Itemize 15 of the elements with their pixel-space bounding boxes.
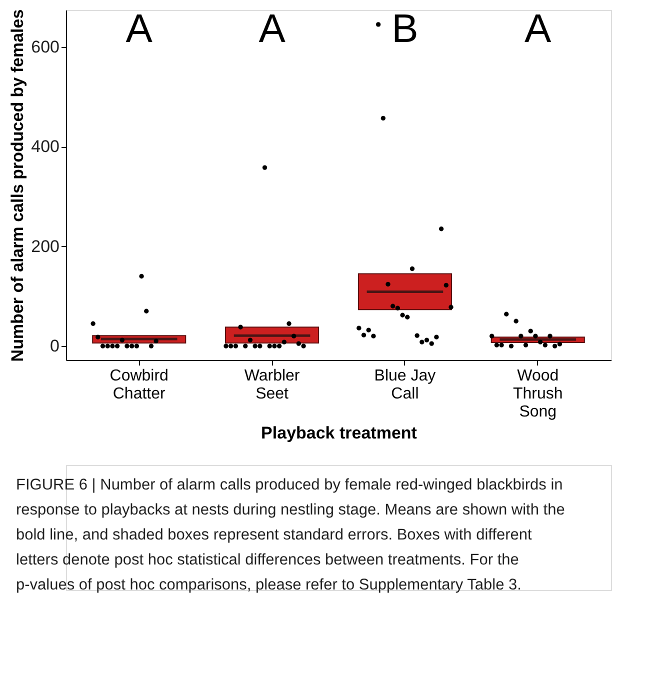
annotation: A [126,7,153,51]
x-tick-label: Warbler Seet [244,368,300,402]
x-axis-title: Playback treatment [261,424,418,442]
annotation: B [392,7,418,51]
y-tick-label: 200 [31,236,60,256]
y-tick-label: 0 [50,336,60,356]
y-tick-label: 400 [31,137,60,156]
caption: FIGURE 6 | Number of alarm calls produced by female red-winged blackbirds in response to playbacks at nests during nestling stage. Means are shown with the bold line, and shaded boxes represent standard errors. Boxes with different letters denote post hoc statistical differences between treatments. For the p-values of post hoc comparisons, please refer to Supplementary Table 3. [16,476,565,594]
y-tick-label: 600 [31,37,60,56]
x-tick-label: Cowbird Chatter [110,368,168,402]
annotation: A [258,7,286,51]
annotation: A [524,7,552,51]
x-tick-label: Blue Jay Call [374,368,436,402]
x-tick-label: Wood Thrush Song [512,368,563,420]
y-axis-title: Number of alarm calls produced by females [8,9,28,362]
